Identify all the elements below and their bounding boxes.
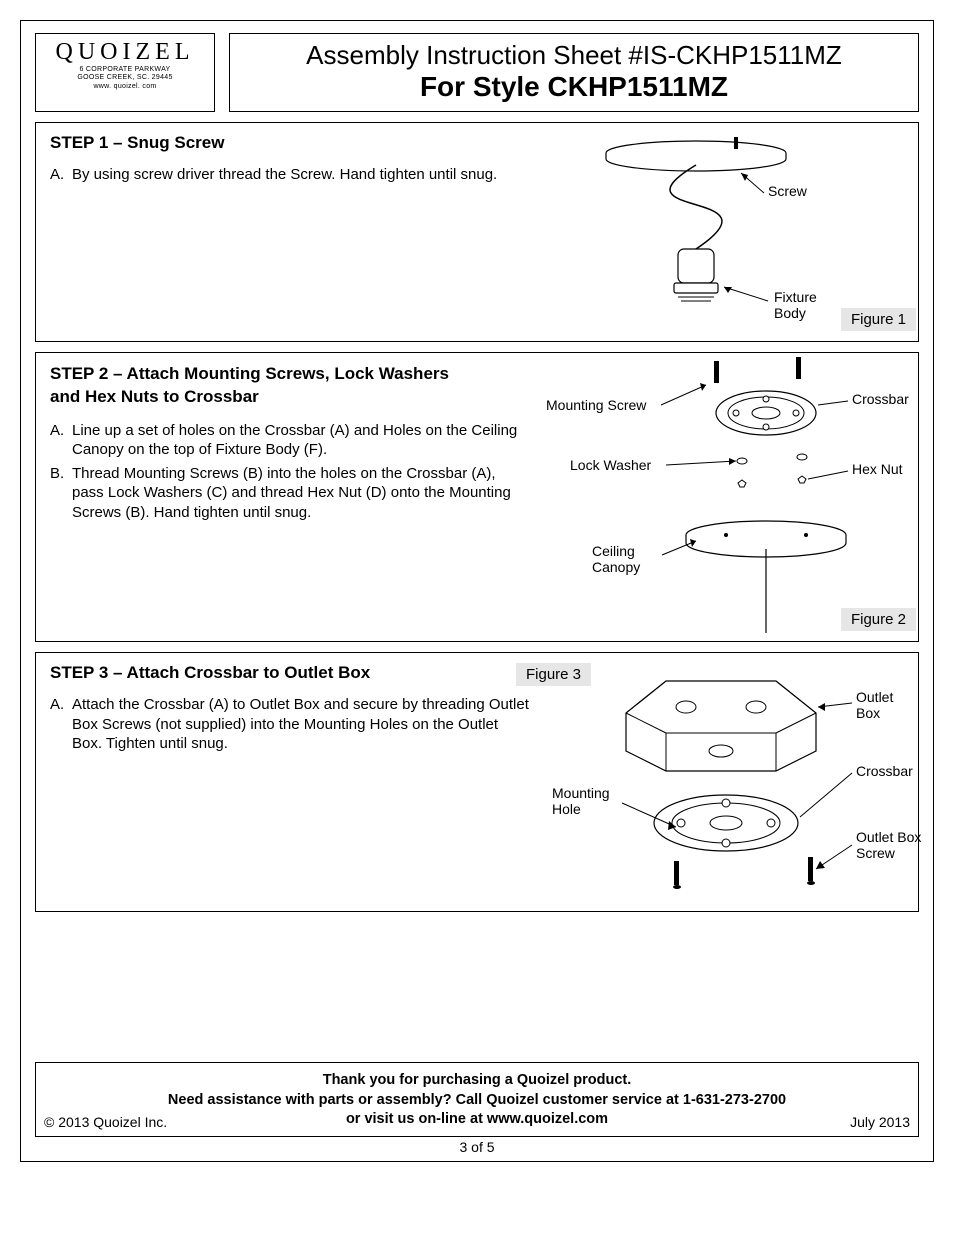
label-crossbar3: Crossbar	[856, 763, 913, 779]
step1-a-letter: A.	[50, 165, 72, 185]
footer-copyright: © 2013 Quoizel Inc.	[44, 1114, 167, 1130]
figure1-label: Figure 1	[841, 308, 916, 331]
header-row: QUOIZEL 6 CORPORATE PARKWAY GOOSE CREEK,…	[35, 33, 919, 112]
footer-line1: Thank you for purchasing a Quoizel produ…	[323, 1072, 632, 1088]
addr-line1: 6 CORPORATE PARKWAY	[79, 66, 170, 73]
label-lock-washer: Lock Washer	[570, 457, 651, 473]
addr-line3: www. quoizel. com	[93, 83, 156, 90]
step2-a-letter: A.	[50, 421, 72, 460]
step1-a-text: By using screw driver thread the Screw. …	[72, 165, 530, 185]
footer-box: Thank you for purchasing a Quoizel produ…	[35, 1062, 919, 1137]
step2-item-a: A. Line up a set of holes on the Crossba…	[50, 421, 530, 460]
step1-diagram: Screw Fixture Body Figure 1	[546, 129, 916, 339]
step1-box: STEP 1 – Snug Screw A. By using screw dr…	[35, 122, 919, 342]
step3-item-a: A. Attach the Crossbar (A) to Outlet Box…	[50, 695, 530, 754]
logo-box: QUOIZEL 6 CORPORATE PARKWAY GOOSE CREEK,…	[35, 33, 215, 112]
label-outlet-box-text: Outlet Box	[856, 689, 893, 721]
figure2-label: Figure 2	[841, 608, 916, 631]
step2-diagram: Mounting Screw Crossbar Lock Washer Hex …	[516, 355, 916, 635]
label-outlet-box: Outlet Box	[856, 689, 893, 721]
label-mounting-hole-text: Mounting Hole	[552, 785, 610, 817]
addr-line2: GOOSE CREEK, SC. 29445	[77, 74, 172, 81]
step1-item-a: A. By using screw driver thread the Scre…	[50, 165, 530, 185]
footer-text: Thank you for purchasing a Quoizel produ…	[44, 1071, 910, 1130]
label-fixture-body: Fixture Body	[774, 289, 817, 321]
step2-b-text: Thread Mounting Screws (B) into the hole…	[72, 464, 530, 523]
label-hex-nut: Hex Nut	[852, 461, 903, 477]
step2-b-letter: B.	[50, 464, 72, 523]
title-box: Assembly Instruction Sheet #IS-CKHP1511M…	[229, 33, 919, 112]
label-ceiling-canopy-text: Ceiling Canopy	[592, 543, 640, 575]
step2-box: STEP 2 – Attach Mounting Screws, Lock Wa…	[35, 352, 919, 642]
step3-body: A. Attach the Crossbar (A) to Outlet Box…	[50, 695, 530, 754]
label-ceiling-canopy: Ceiling Canopy	[592, 543, 640, 575]
label-mounting-hole: Mounting Hole	[552, 785, 610, 817]
step3-diagram: Outlet Box Crossbar Mounting Hole Outlet…	[516, 663, 916, 903]
title-line2: For Style CKHP1511MZ	[238, 71, 910, 103]
step2-body: A. Line up a set of holes on the Crossba…	[50, 421, 530, 523]
page-number: 3 of 5	[35, 1139, 919, 1155]
title-line1: Assembly Instruction Sheet #IS-CKHP1511M…	[238, 40, 910, 71]
step2-heading: STEP 2 – Attach Mounting Screws, Lock Wa…	[50, 363, 480, 409]
label-screw: Screw	[768, 183, 807, 199]
step3-a-letter: A.	[50, 695, 72, 754]
label-mounting-screw: Mounting Screw	[546, 397, 646, 413]
step2-a-text: Line up a set of holes on the Crossbar (…	[72, 421, 530, 460]
footer-line3: or visit us on-line at www.quoizel.com	[346, 1111, 608, 1127]
footer-date: July 2013	[850, 1114, 910, 1130]
step3-box: STEP 3 – Attach Crossbar to Outlet Box A…	[35, 652, 919, 912]
brand-address: 6 CORPORATE PARKWAY GOOSE CREEK, SC. 294…	[46, 66, 204, 91]
page-border: QUOIZEL 6 CORPORATE PARKWAY GOOSE CREEK,…	[20, 20, 934, 1162]
step3-a-text: Attach the Crossbar (A) to Outlet Box an…	[72, 695, 530, 754]
brand-name: QUOIZEL	[46, 40, 204, 64]
label-fixture-text: Fixture Body	[774, 289, 817, 321]
label-outlet-box-screw: Outlet Box Screw	[856, 829, 921, 861]
label-crossbar: Crossbar	[852, 391, 909, 407]
label-outlet-box-screw-text: Outlet Box Screw	[856, 829, 921, 861]
step1-body: A. By using screw driver thread the Scre…	[50, 165, 530, 185]
footer-line2: Need assistance with parts or assembly? …	[168, 1092, 786, 1108]
step2-item-b: B. Thread Mounting Screws (B) into the h…	[50, 464, 530, 523]
